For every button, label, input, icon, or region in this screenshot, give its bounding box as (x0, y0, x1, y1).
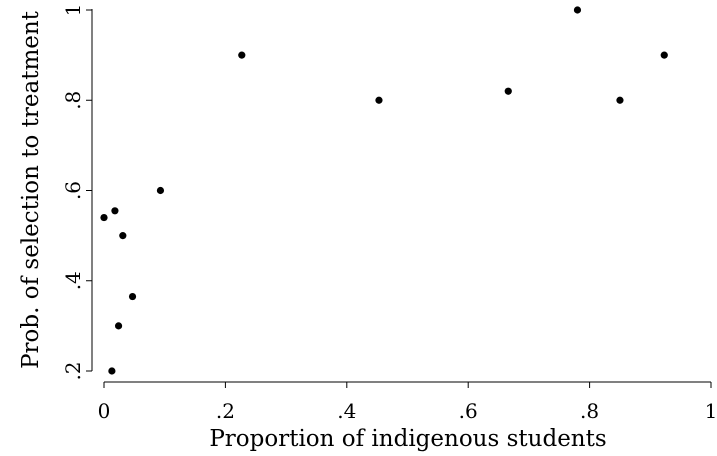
data-points (100, 6, 668, 375)
x-tick-label: .4 (337, 399, 356, 423)
data-point (119, 232, 127, 240)
x-tick-label: .6 (459, 399, 478, 423)
x-tick-label: 1 (705, 399, 717, 423)
data-point (375, 96, 383, 104)
data-point (111, 207, 119, 215)
y-tick-label: .6 (61, 181, 85, 200)
x-tick-label: .8 (580, 399, 599, 423)
data-point (573, 6, 582, 14)
y-tick-label: .8 (61, 91, 85, 110)
data-point (238, 51, 246, 59)
data-point (108, 367, 116, 375)
x-axis-title: Proportion of indigenous students (209, 426, 606, 452)
y-tick-label: .4 (61, 271, 85, 290)
data-point (504, 87, 512, 95)
data-point (660, 51, 668, 59)
x-tick-label: .2 (216, 399, 235, 423)
data-point (616, 96, 624, 104)
x-tick-label: 0 (98, 399, 111, 423)
data-point (100, 213, 108, 222)
y-axis: .2 .4 .6 .8 1 (61, 4, 93, 381)
data-point (114, 322, 123, 330)
y-tick-label: 1 (61, 4, 85, 17)
data-point (156, 186, 165, 195)
x-axis: 0 .2 .4 .6 .8 1 (98, 381, 717, 423)
data-point (128, 292, 137, 301)
y-axis-title: Prob. of selection to treatment (18, 10, 44, 369)
y-tick-label: .2 (61, 361, 85, 380)
